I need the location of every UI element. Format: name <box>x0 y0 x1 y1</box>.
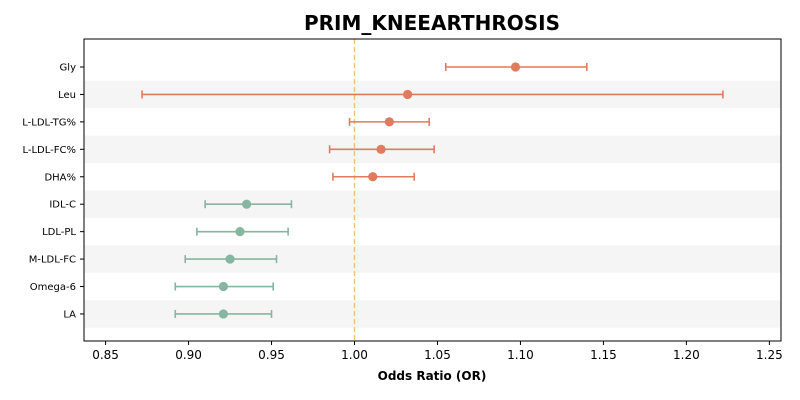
y-tick-label: Leu <box>58 90 76 101</box>
y-tick-label: DHA% <box>44 172 76 183</box>
x-tick-label: 1.25 <box>756 348 783 362</box>
x-tick-label: 1.15 <box>590 348 617 362</box>
y-tick-label: LDL-PL <box>42 227 76 238</box>
plot-frame <box>83 38 782 342</box>
or-point <box>218 281 228 292</box>
or-point <box>403 89 413 100</box>
row-bands <box>84 80 781 328</box>
x-tick-label: 0.90 <box>175 348 202 362</box>
y-tick-label: M-LDL-FC <box>29 255 76 266</box>
y-tick-labels: Gly Leu L-LDL-TG% L-LDL-FC% DHA% IDL-C LDL-PL M… <box>22 63 84 320</box>
or-point <box>376 144 386 154</box>
or-point <box>510 62 521 72</box>
or-point <box>368 172 378 182</box>
y-tick-label: LA <box>63 309 76 320</box>
y-tick-label: Omega-6 <box>30 282 76 293</box>
y-tick-label: L-LDL-TG% <box>22 117 76 128</box>
or-point <box>384 117 394 127</box>
x-tick-label: 1.00 <box>341 348 368 362</box>
x-tick-label: 0.85 <box>92 348 119 362</box>
y-tick-label: Gly <box>60 63 77 74</box>
row-band <box>84 190 781 218</box>
y-tick-label: L-LDL-FC% <box>22 145 76 156</box>
chart-title: PRIM_KNEEARTHROSIS <box>304 11 560 35</box>
x-tick-label: 1.10 <box>507 348 534 362</box>
or-point <box>225 254 235 264</box>
y-tick-label: IDL-C <box>49 200 76 211</box>
x-tick-label: 1.20 <box>673 348 700 362</box>
x-tick-label: 1.05 <box>424 348 451 362</box>
or-point <box>218 309 228 319</box>
x-tick-labels: 0.85 0.90 0.95 1.00 1.05 1.10 1.15 1.20 1.25 <box>92 341 783 362</box>
x-axis-label: Odds Ratio (OR) <box>378 369 487 383</box>
or-point <box>235 227 245 237</box>
x-tick-label: 0.95 <box>258 348 285 362</box>
marks <box>141 62 724 319</box>
or-point <box>242 199 252 209</box>
